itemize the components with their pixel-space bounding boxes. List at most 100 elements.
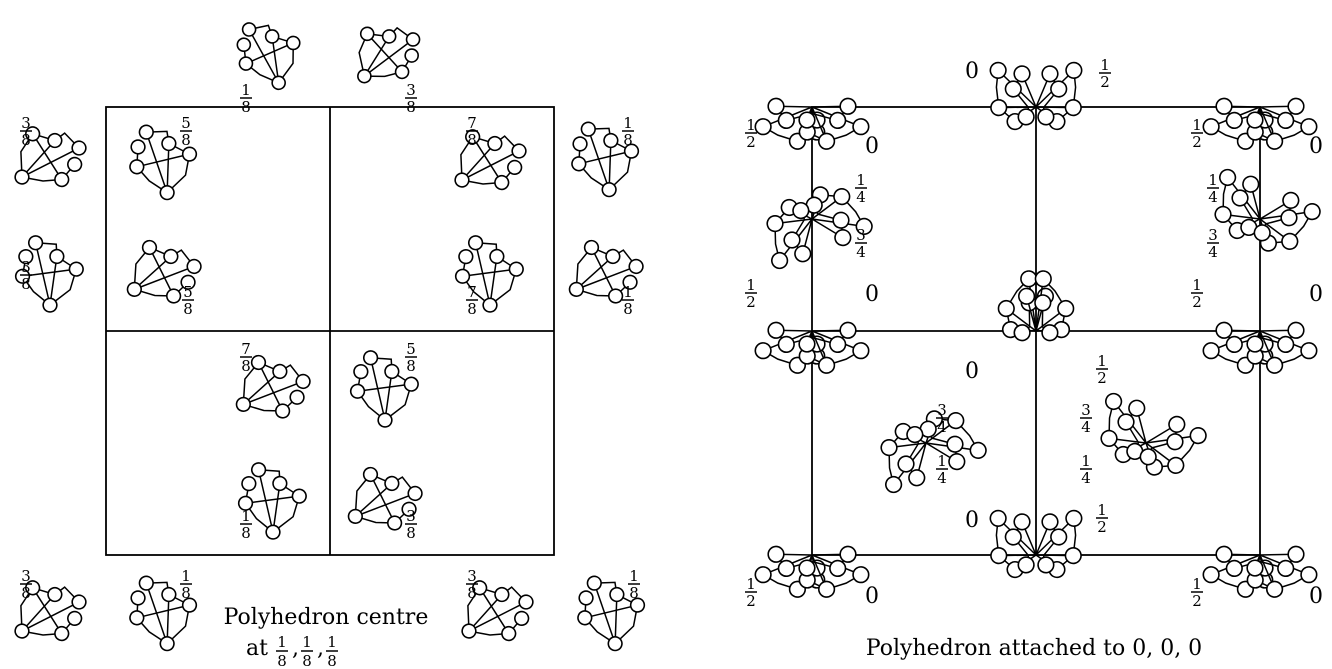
polyhedron-cluster — [7, 574, 90, 657]
attached-polyhedron — [1027, 59, 1095, 134]
left-centre-x-num: 1 — [277, 633, 287, 651]
height-label-quarter: 14 — [936, 452, 948, 487]
height-label: 38 — [20, 258, 32, 293]
height-label: 18 — [628, 567, 640, 602]
svg-text:8: 8 — [406, 524, 416, 542]
height-label-quarter: 14 — [855, 171, 867, 206]
svg-text:1: 1 — [1097, 501, 1107, 519]
left-centre-z-den: 8 — [327, 652, 337, 669]
polyhedron-cluster — [442, 231, 528, 317]
height-label-quarter: 14 — [1207, 171, 1219, 206]
attached-polyhedron — [1238, 532, 1321, 614]
svg-text:3: 3 — [21, 114, 31, 132]
svg-text:4: 4 — [1081, 469, 1091, 487]
svg-text:3: 3 — [467, 567, 477, 585]
height-label: 38 — [405, 507, 417, 542]
height-label: 38 — [20, 114, 32, 149]
attached-polyhedron — [750, 532, 833, 614]
height-label-half: 12 — [745, 276, 757, 311]
height-label-zero: 0 — [1309, 282, 1323, 307]
attached-polyhedron — [978, 59, 1046, 134]
polyhedron-cluster — [454, 574, 537, 657]
svg-text:2: 2 — [1097, 518, 1107, 536]
svg-text:1: 1 — [937, 452, 947, 470]
attached-polyhedron — [1027, 507, 1095, 582]
right-height-labels: 0000000001212121212121212121414141434343… — [745, 56, 1323, 610]
svg-text:8: 8 — [623, 131, 633, 149]
svg-text:8: 8 — [181, 584, 191, 602]
attached-polyhedron — [1135, 409, 1209, 488]
left-centre-y-num: 1 — [302, 633, 312, 651]
polyhedron-cluster — [559, 118, 642, 201]
attached-polyhedron — [978, 507, 1046, 582]
height-label: 58 — [180, 114, 192, 149]
svg-text:1: 1 — [241, 81, 251, 99]
svg-text:8: 8 — [241, 98, 251, 116]
height-label-half: 12 — [745, 116, 757, 151]
height-label: 38 — [466, 567, 478, 602]
height-label-zero: 0 — [1309, 584, 1323, 609]
attached-polyhedron — [1198, 308, 1281, 390]
attached-polyhedron — [1249, 185, 1323, 264]
attached-polyhedron — [866, 418, 940, 497]
svg-text:8: 8 — [21, 131, 31, 149]
svg-text:5: 5 — [181, 114, 191, 132]
height-label-zero: 0 — [865, 584, 879, 609]
height-label-zero: 0 — [965, 59, 979, 84]
svg-text:8: 8 — [467, 300, 477, 318]
svg-text:8: 8 — [467, 584, 477, 602]
right-polyhedra — [750, 59, 1323, 614]
svg-text:1: 1 — [746, 276, 756, 294]
height-label: 78 — [466, 283, 478, 318]
svg-text:1: 1 — [1192, 575, 1202, 593]
svg-text:3: 3 — [21, 567, 31, 585]
svg-text:2: 2 — [1097, 369, 1107, 387]
svg-text:2: 2 — [1100, 73, 1110, 91]
svg-text:8: 8 — [623, 300, 633, 318]
attached-polyhedron — [790, 84, 873, 166]
svg-text:8: 8 — [406, 357, 416, 375]
height-label-three-quarter: 34 — [1207, 226, 1219, 261]
left-caption-at: at — [246, 636, 268, 661]
attached-polyhedron — [1198, 84, 1281, 166]
height-label-zero: 0 — [865, 282, 879, 307]
svg-text:4: 4 — [856, 243, 866, 261]
svg-text:2: 2 — [746, 133, 756, 151]
svg-text:,: , — [317, 636, 324, 661]
polyhedron-cluster — [230, 20, 302, 92]
svg-text:2: 2 — [1192, 293, 1202, 311]
right-caption: Polyhedron attached to 0, 0, 0 — [866, 636, 1202, 661]
height-label-half: 12 — [745, 575, 757, 610]
height-label-three-quarter: 34 — [1080, 401, 1092, 436]
svg-text:3: 3 — [1081, 401, 1091, 419]
height-label: 78 — [466, 114, 478, 149]
polyhedron-cluster — [117, 121, 200, 204]
attached-polyhedron — [752, 194, 826, 273]
svg-text:1: 1 — [1081, 452, 1091, 470]
polyhedron-cluster — [7, 120, 90, 203]
height-label-quarter: 14 — [1080, 452, 1092, 487]
height-label-half: 12 — [1191, 575, 1203, 610]
height-label-zero: 0 — [865, 134, 879, 159]
svg-text:1: 1 — [746, 575, 756, 593]
svg-text:1: 1 — [1097, 352, 1107, 370]
height-label-three-quarter: 34 — [936, 401, 948, 436]
attached-polyhedron — [1086, 389, 1160, 468]
height-label-half: 12 — [1191, 276, 1203, 311]
polyhedron-cluster — [117, 572, 200, 655]
polyhedron-cluster — [351, 21, 423, 93]
svg-text:2: 2 — [746, 592, 756, 610]
svg-text:1: 1 — [746, 116, 756, 134]
svg-text:4: 4 — [937, 418, 947, 436]
left-centre-y-den: 8 — [302, 652, 312, 669]
height-label: 18 — [622, 283, 634, 318]
height-label-zero: 0 — [1309, 134, 1323, 159]
height-label: 58 — [405, 340, 417, 375]
height-label: 18 — [240, 507, 252, 542]
polyhedron-cluster — [565, 572, 648, 655]
svg-text:7: 7 — [241, 340, 251, 358]
svg-text:5: 5 — [406, 340, 416, 358]
